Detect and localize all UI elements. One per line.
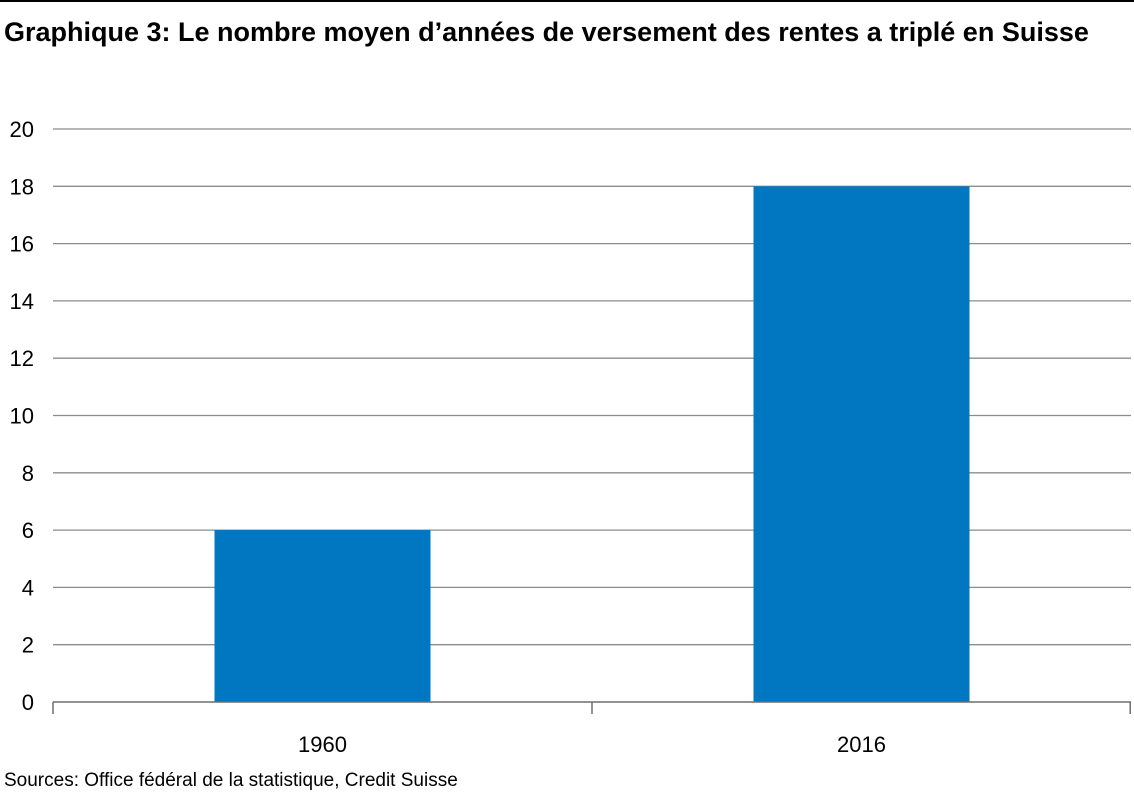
y-axis-tick-labels: 0 2 4 6 8 10 12 14 16 18 20 (10, 117, 34, 715)
y-tick-label-18: 18 (10, 174, 34, 199)
y-tick-label-12: 12 (10, 346, 34, 371)
source-note: Sources: Office fédéral de la statistiqu… (4, 770, 458, 791)
y-tick-label-4: 4 (22, 575, 34, 600)
y-tick-label-20: 20 (10, 117, 34, 142)
y-tick-label-10: 10 (10, 404, 34, 429)
y-tick-label-14: 14 (10, 289, 34, 314)
bars (214, 186, 970, 703)
bar-2016 (753, 186, 970, 703)
bar-1960 (214, 530, 431, 702)
y-tick-label-0: 0 (22, 690, 34, 715)
y-tick-label-16: 16 (10, 232, 34, 257)
y-tick-label-8: 8 (22, 461, 34, 486)
x-axis-tick-labels: 1960 2016 (298, 732, 886, 757)
chart-title: Graphique 3: Le nombre moyen d’années de… (4, 17, 1089, 47)
x-axis (52, 701, 1131, 714)
y-tick-label-2: 2 (22, 633, 34, 658)
y-tick-label-6: 6 (22, 518, 34, 543)
x-tick-label-1960: 1960 (298, 732, 347, 757)
x-tick-label-2016: 2016 (837, 732, 886, 757)
top-rule (0, 0, 1134, 2)
